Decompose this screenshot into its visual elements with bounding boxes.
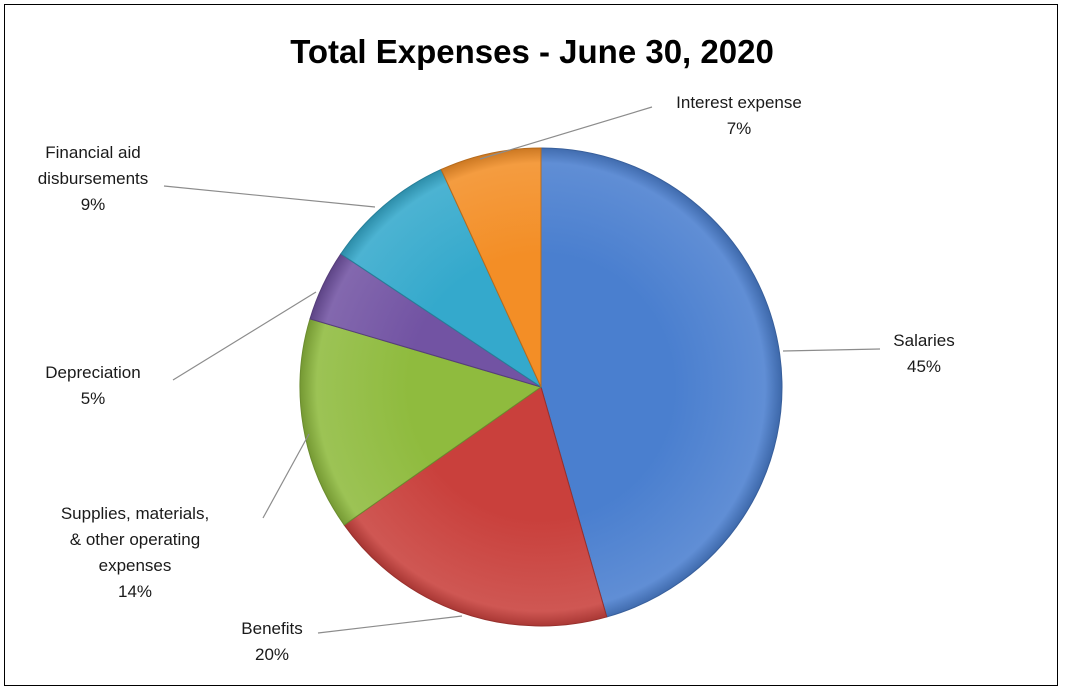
leader-line-financial-aid bbox=[163, 185, 376, 208]
pie-slice-interest bbox=[440, 147, 542, 388]
category-label-supplies: & other operating bbox=[70, 530, 200, 549]
leader-line-interest bbox=[479, 106, 653, 160]
data-label-financial-aid: Financial aid disbursements 9% bbox=[38, 143, 149, 214]
leader-lines-layer bbox=[163, 106, 881, 634]
percent-label-salaries: 45% bbox=[907, 357, 941, 376]
data-label-depreciation: Depreciation 5% bbox=[45, 363, 140, 408]
data-label-supplies: Supplies, materials, & other operating exp… bbox=[61, 504, 209, 601]
data-label-salaries: Salaries 45% bbox=[893, 331, 954, 376]
category-label-financial-aid: disbursements bbox=[38, 169, 149, 188]
pie-slice-financial-aid bbox=[340, 168, 543, 389]
leader-line-salaries bbox=[782, 348, 881, 352]
category-label-benefits: Benefits bbox=[241, 619, 302, 638]
percent-label-benefits: 20% bbox=[255, 645, 289, 664]
leader-line-benefits bbox=[317, 615, 463, 634]
percent-label-financial-aid: 9% bbox=[81, 195, 106, 214]
leader-line-depreciation bbox=[172, 291, 317, 381]
percent-label-depreciation: 5% bbox=[81, 389, 106, 408]
percent-label-interest: 7% bbox=[727, 119, 752, 138]
category-label-supplies: Supplies, materials, bbox=[61, 504, 209, 523]
category-label-interest: Interest expense bbox=[676, 93, 802, 112]
data-label-interest: Interest expense 7% bbox=[676, 93, 802, 138]
chart-title: Total Expenses - June 30, 2020 bbox=[290, 33, 774, 70]
pie-slice-salaries bbox=[540, 147, 783, 618]
labels-layer: Salaries 45% Benefits 20% Supplies, material… bbox=[38, 93, 955, 664]
percent-label-supplies: 14% bbox=[118, 582, 152, 601]
category-label-salaries: Salaries bbox=[893, 331, 954, 350]
category-label-depreciation: Depreciation bbox=[45, 363, 140, 382]
category-label-financial-aid: Financial aid bbox=[45, 143, 140, 162]
slices-layer bbox=[299, 147, 783, 627]
category-label-supplies: expenses bbox=[99, 556, 172, 575]
pie-slice-benefits bbox=[343, 386, 608, 627]
pie-slice-supplies bbox=[299, 318, 543, 526]
data-label-benefits: Benefits 20% bbox=[241, 619, 302, 664]
leader-line-supplies bbox=[262, 433, 310, 519]
